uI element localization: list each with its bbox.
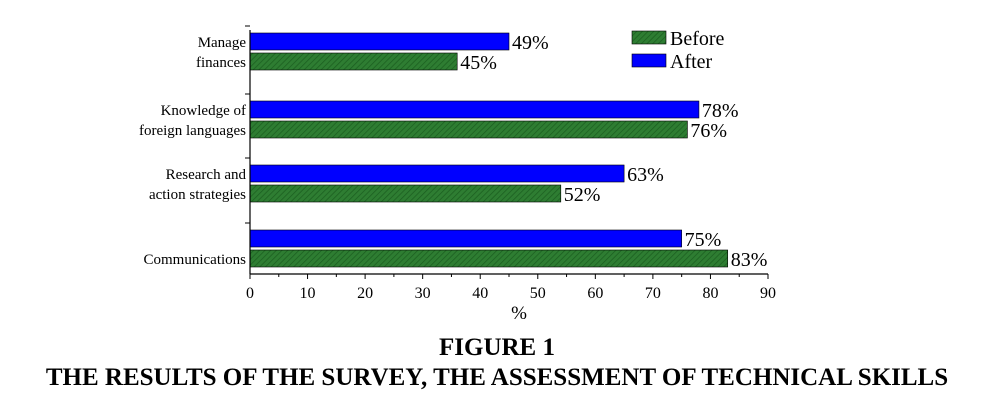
figure-number: FIGURE 1 (439, 334, 555, 361)
category-label: Knowledge of (161, 103, 246, 119)
legend-swatch-before (631, 30, 667, 45)
bar-after (249, 32, 510, 51)
category-label: action strategies (149, 187, 246, 203)
bar-chart: 49% 45% Manage finances 78%76% Knowledge of fo… (139, 25, 776, 324)
data-label-after: 75% (685, 229, 722, 251)
category-label: Research and (166, 167, 247, 183)
x-tick-label: 50 (530, 285, 546, 302)
x-tick-label: 40 (472, 285, 488, 302)
data-label-before: 83% (731, 249, 768, 271)
legend-swatch-after (631, 53, 667, 68)
bar-before (249, 184, 562, 203)
data-label-before: 76% (690, 120, 727, 142)
legend-label-after: After (670, 51, 713, 73)
data-label-after: 78% (702, 100, 739, 122)
data-label-before: 52% (564, 184, 601, 206)
bar-before (249, 120, 688, 139)
x-tick-label: 20 (357, 285, 373, 302)
bar-after (249, 164, 625, 183)
bar-before (249, 249, 729, 268)
category-label: foreign languages (139, 123, 246, 139)
category-label: Communications (144, 252, 247, 268)
data-label-before: 45% (460, 52, 497, 74)
x-tick-label: 10 (300, 285, 316, 302)
bar-after (249, 229, 682, 248)
bar-after (249, 100, 700, 119)
x-tick-label: 60 (587, 285, 603, 302)
category-label: Manage (198, 35, 247, 51)
x-tick-label: 0 (246, 285, 254, 302)
x-axis-label: % (511, 303, 527, 324)
figure-title: THE RESULTS OF THE SURVEY, THE ASSESSMEN… (45, 364, 949, 391)
x-tick-label: 80 (702, 285, 718, 302)
data-label-after: 63% (627, 164, 664, 186)
legend-label-before: Before (670, 28, 725, 50)
x-tick-label: 90 (760, 285, 776, 302)
x-tick-label: 70 (645, 285, 661, 302)
data-label-after: 49% (512, 32, 549, 54)
category-label: finances (196, 55, 246, 71)
bar-before (249, 52, 458, 71)
x-tick-label: 30 (415, 285, 431, 302)
